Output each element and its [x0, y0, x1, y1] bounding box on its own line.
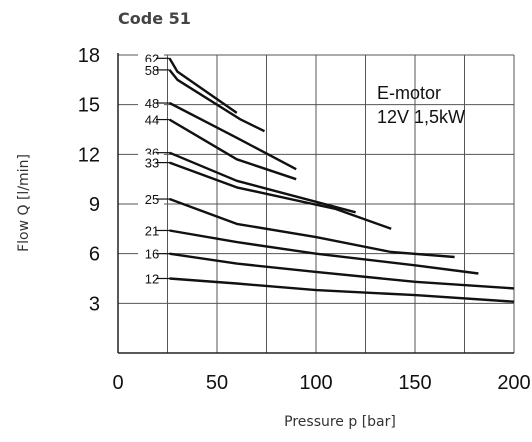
series-line-62 — [168, 57, 238, 114]
y-axis-title: Flow Q [l/min] — [16, 154, 32, 252]
series-line-25 — [169, 197, 455, 259]
series-label-25: 25 — [145, 192, 159, 207]
series-line-16 — [169, 252, 515, 290]
y-tick-label: 18 — [78, 45, 100, 67]
series-line-12 — [169, 277, 515, 303]
series-line-36 — [169, 151, 356, 214]
chart-title: Code 51 — [118, 9, 191, 28]
series-line-48 — [168, 101, 297, 171]
series-line-44 — [168, 118, 297, 181]
x-tick-label: 50 — [206, 372, 228, 394]
series-lines — [168, 57, 515, 303]
series-label-16: 16 — [145, 247, 159, 262]
series-label-bg — [138, 50, 164, 65]
x-tick-label: 150 — [398, 372, 431, 394]
y-tick-label: 3 — [89, 293, 100, 315]
series-label-48: 48 — [145, 96, 159, 111]
series-line-58 — [168, 69, 266, 133]
series-label-bg — [138, 154, 164, 169]
series-label-44: 44 — [145, 113, 159, 128]
series-label-bg — [138, 95, 164, 110]
series-label-bg — [138, 111, 164, 126]
series-label-33: 33 — [145, 156, 159, 171]
series-label-bg — [138, 245, 164, 260]
series-label-21: 21 — [145, 223, 159, 238]
axes: 0 50 100 150 200 3 6 9 12 15 18 — [78, 45, 531, 394]
y-tick-label: 6 — [89, 244, 100, 266]
series-label-bg — [138, 191, 164, 206]
series-label-58: 58 — [145, 63, 159, 78]
motor-annotation: E-motor 12V 1,5kW — [377, 83, 465, 127]
series-line-21 — [169, 229, 479, 275]
series-label-bg — [138, 270, 164, 285]
x-axis-title: Pressure p [bar] — [284, 414, 396, 430]
series-line-33 — [169, 161, 392, 230]
x-tick-label: 100 — [299, 372, 332, 394]
x-tick-label: 200 — [497, 372, 530, 394]
y-tick-label: 9 — [89, 194, 100, 216]
series-label-bg — [138, 61, 164, 76]
y-tick-label: 15 — [78, 95, 100, 117]
y-tick-label: 12 — [78, 144, 100, 166]
annotation-motor: E-motor — [377, 83, 441, 103]
x-tick-label: 0 — [112, 372, 123, 394]
series-label-bg — [138, 222, 164, 237]
annotation-spec: 12V 1,5kW — [377, 107, 465, 127]
series-label-12: 12 — [145, 272, 159, 287]
